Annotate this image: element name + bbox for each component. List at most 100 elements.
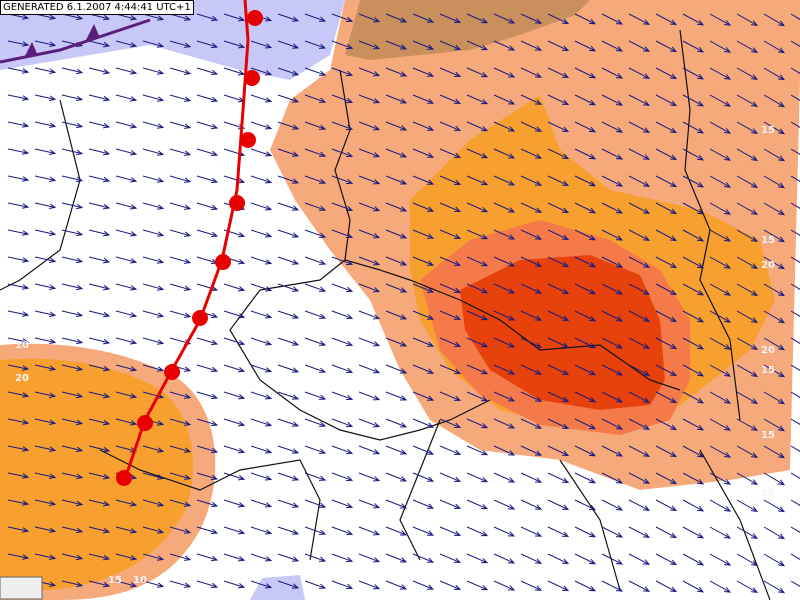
wind-arrow [88,94,111,102]
wind-arrow [61,175,84,183]
wind-arrow [466,229,489,240]
wind-arrow [439,445,462,455]
wind-arrow [223,283,246,292]
wind-arrow [412,121,435,131]
wind-arrow [763,391,786,405]
wind-arrow [655,94,678,107]
wind-arrow [61,445,84,453]
wind-arrow [520,337,543,348]
wind-arrow [601,310,624,322]
wind-arrow [709,445,732,458]
wind-arrow [736,364,759,378]
wind-arrow [331,40,354,50]
wind-arrow [790,283,800,290]
wind-arrow [385,148,408,158]
wind-arrow [547,283,570,295]
wind-arrow [358,418,381,428]
wind-arrow [547,202,570,214]
wind-arrow [142,121,165,129]
wind-arrow [547,553,570,565]
wind-arrow [277,121,300,130]
wind-arrow [277,310,300,319]
wind-arrow [655,175,678,188]
wind-arrow [169,148,192,156]
wind-arrow [277,13,300,22]
wind-arrow [547,175,570,187]
wind-arrow [277,499,300,508]
wind-arrow [601,175,624,187]
wind-arrow [142,526,165,534]
wind-arrow [439,13,462,23]
wind-arrow [250,256,273,265]
wind-arrow [790,391,800,398]
wind-arrow [304,94,327,103]
wind-arrow [88,121,111,129]
wind-arrow [358,337,381,347]
wind-arrow [547,13,570,25]
wind-arrow [466,499,489,510]
wind-arrow [763,337,786,351]
wind-arrow [250,94,273,103]
wind-arrow [7,337,30,344]
wind-arrow [520,472,543,483]
wind-arrow [88,580,111,588]
wind-arrow [169,256,192,264]
wind-arrow [331,391,354,401]
wind-arrow [385,391,408,401]
wind-arrow [385,13,408,23]
wind-arrow [34,121,57,128]
wind-arrow [277,229,300,238]
wind-arrow [277,67,300,76]
wind-arrow [439,391,462,401]
wind-arrow [277,418,300,427]
wind-arrow [196,337,219,346]
wind-arrow [763,310,786,324]
wind-arrow [358,256,381,266]
wind-arrow [331,148,354,158]
wind-arrow [358,580,381,590]
wind-arrow [466,202,489,213]
wind-arrow [196,67,219,76]
wind-arrow [385,580,408,590]
wind-arrow [574,310,597,322]
map-legend-icon [0,576,43,600]
wind-arrow [142,337,165,345]
wind-arrow [304,337,327,346]
wind-arrow [331,310,354,320]
warm-front-semicircle [215,254,231,270]
wind-arrow [763,580,786,594]
wind-arrow [358,499,381,509]
wind-arrow [277,391,300,400]
wind-arrow [88,499,111,507]
wind-arrow [169,121,192,129]
wind-arrow [250,121,273,130]
wind-arrow [7,445,30,452]
wind-arrow [520,229,543,240]
wind-arrow [736,580,759,594]
wind-arrow [709,364,732,377]
wind-arrow [655,40,678,53]
contour-label: 10 [133,575,147,586]
wind-arrow [628,310,651,322]
wind-arrow [277,580,300,589]
wind-arrow [790,418,800,425]
wind-arrow [628,580,651,592]
wind-arrow [115,256,138,264]
wind-arrow [709,310,732,323]
wind-arrow [466,337,489,348]
wind-arrow [547,526,570,538]
wind-arrow [736,472,759,486]
wind-arrow [574,580,597,592]
wind-arrow [628,337,651,349]
wind-arrow [520,148,543,159]
wind-arrow [304,148,327,157]
wind-arrow [628,283,651,295]
wind-arrow [547,229,570,241]
wind-arrow [520,121,543,132]
wind-arrow [466,310,489,321]
wind-arrow [763,121,786,135]
wind-arrow [682,121,705,134]
wind-arrow [466,40,489,51]
